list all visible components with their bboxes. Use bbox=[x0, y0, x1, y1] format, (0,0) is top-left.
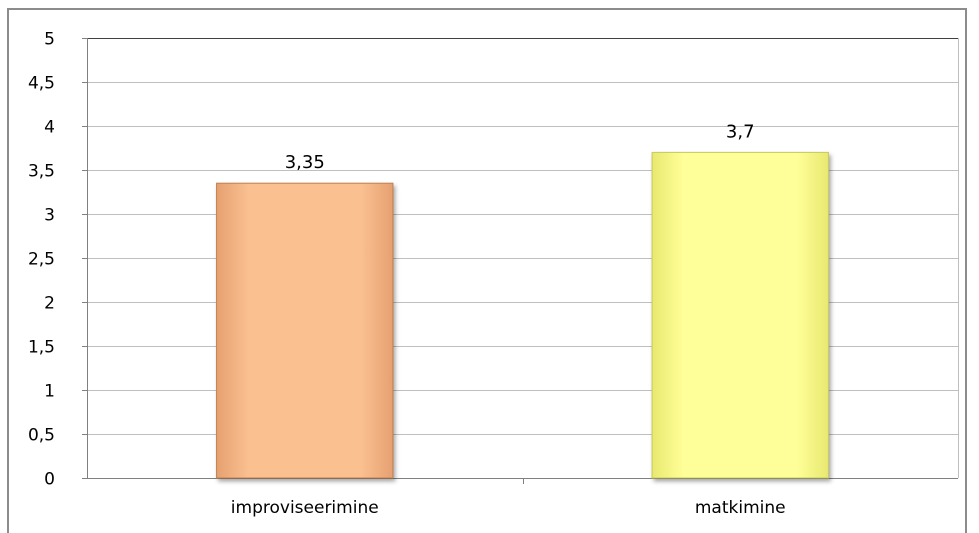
category-label: improviseerimine bbox=[231, 498, 379, 518]
y-tick-label: 0 bbox=[44, 470, 55, 490]
y-tick-label: 3 bbox=[44, 206, 55, 226]
category-labels: improviseerimine matkimine bbox=[231, 498, 786, 518]
y-tick-label: 5 bbox=[44, 30, 55, 50]
y-tick-label: 4 bbox=[44, 118, 55, 138]
y-tick-label: 2 bbox=[44, 294, 55, 314]
data-label: 3,7 bbox=[726, 121, 755, 142]
data-labels: 3,35 3,7 bbox=[285, 121, 755, 173]
bar-matkimine bbox=[651, 151, 829, 479]
y-tick-label: 3,5 bbox=[28, 162, 55, 182]
y-tick-label: 0,5 bbox=[28, 426, 55, 446]
y-tick-label: 1 bbox=[44, 382, 55, 402]
y-tick-label: 1,5 bbox=[28, 338, 55, 358]
y-tick-label: 4,5 bbox=[28, 74, 55, 94]
y-tick-labels: 0 0,5 1 1,5 2 2,5 3 3,5 4 4,5 5 bbox=[28, 30, 55, 490]
y-tick-label: 2,5 bbox=[28, 250, 55, 270]
category-label: matkimine bbox=[695, 498, 786, 518]
bar-improviseerimine bbox=[216, 182, 394, 479]
bars bbox=[216, 151, 829, 479]
data-label: 3,35 bbox=[285, 152, 325, 173]
